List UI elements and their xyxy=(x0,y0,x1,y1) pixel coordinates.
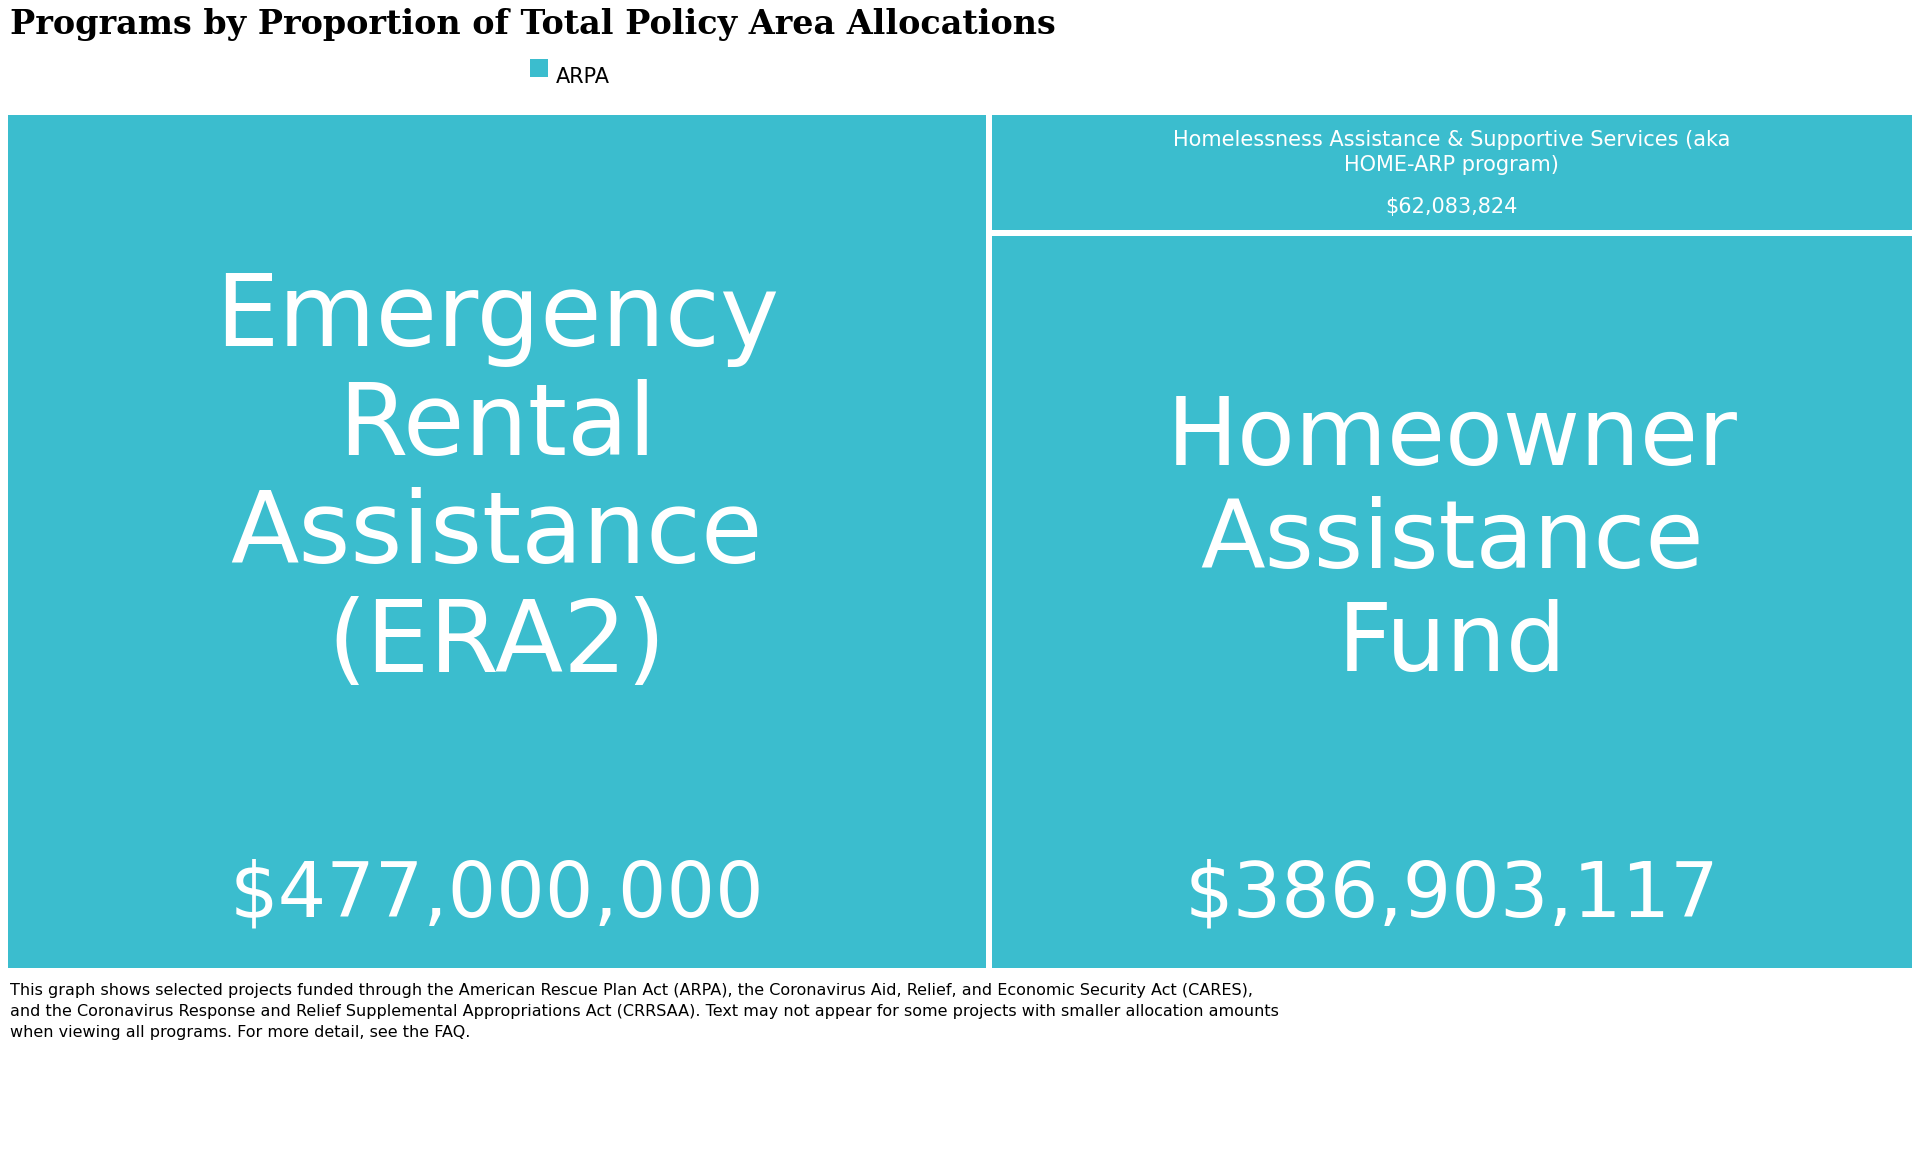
Bar xyxy=(993,115,1912,230)
Text: Homelessness Assistance & Supportive Services (aka
HOME-ARP program): Homelessness Assistance & Supportive Ser… xyxy=(1173,130,1730,175)
Text: Programs by Proportion of Total Policy Area Allocations: Programs by Proportion of Total Policy A… xyxy=(10,8,1056,41)
Text: $477,000,000: $477,000,000 xyxy=(230,859,764,933)
Text: Emergency
Rental
Assistance
(ERA2): Emergency Rental Assistance (ERA2) xyxy=(215,271,780,692)
Text: Homeowner
Assistance
Fund: Homeowner Assistance Fund xyxy=(1167,393,1738,691)
Bar xyxy=(530,59,547,77)
Bar xyxy=(8,115,985,968)
Text: This graph shows selected projects funded through the American Rescue Plan Act (: This graph shows selected projects funde… xyxy=(10,983,1279,1040)
Bar xyxy=(993,236,1912,968)
Text: $62,083,824: $62,083,824 xyxy=(1386,197,1519,218)
Text: ARPA: ARPA xyxy=(557,67,611,88)
Text: $386,903,117: $386,903,117 xyxy=(1185,859,1718,933)
